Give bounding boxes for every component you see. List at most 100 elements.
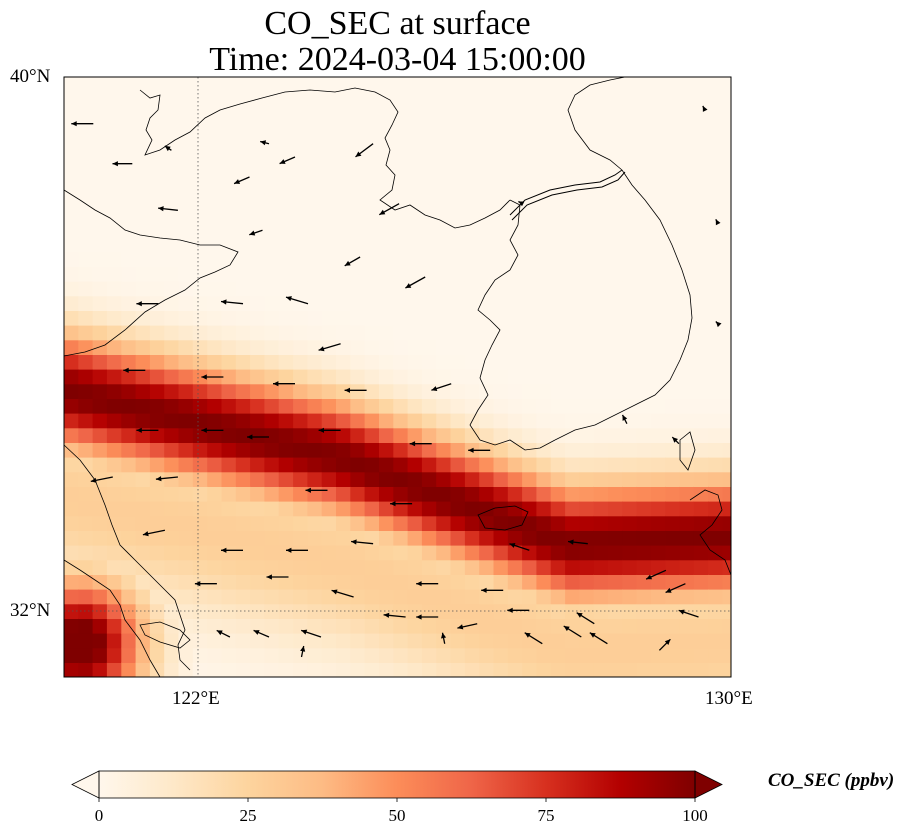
- field-cell: [722, 134, 731, 150]
- field-cell: [164, 486, 180, 502]
- field-cell: [336, 163, 351, 179]
- field-cell: [149, 618, 165, 634]
- field-cell: [164, 325, 180, 341]
- field-cell: [293, 295, 308, 311]
- field-cell: [622, 281, 638, 297]
- field-cell: [293, 354, 308, 370]
- field-cell: [665, 398, 681, 414]
- field-cell: [379, 310, 394, 326]
- field-cell: [407, 662, 423, 677]
- field-cell: [507, 471, 523, 487]
- field-cell: [78, 134, 94, 150]
- field-cell: [651, 222, 666, 238]
- field-cell: [436, 237, 452, 253]
- field-cell: [149, 281, 165, 297]
- field-cell: [679, 295, 695, 311]
- field-cell: [565, 515, 580, 531]
- field-cell: [278, 662, 294, 677]
- field-cell: [407, 501, 423, 517]
- field-cell: [192, 413, 208, 429]
- field-cell: [92, 501, 108, 517]
- field-cell: [135, 369, 151, 385]
- field-cell: [722, 295, 731, 311]
- field-cell: [722, 413, 731, 429]
- field-cell: [479, 413, 495, 429]
- field-cell: [379, 457, 394, 473]
- field-cell: [421, 545, 437, 561]
- field-cell: [221, 310, 237, 326]
- field-cell: [479, 457, 495, 473]
- field-cell: [665, 618, 681, 634]
- field-cell: [121, 471, 137, 487]
- field-cell: [221, 149, 237, 165]
- field-cell: [693, 251, 709, 267]
- field-cell: [722, 559, 731, 575]
- wind-vector: [136, 301, 159, 307]
- field-cell: [393, 530, 409, 546]
- field-cell: [393, 662, 409, 677]
- field-cell: [321, 325, 337, 341]
- field-cell: [636, 501, 652, 517]
- field-cell: [565, 398, 580, 414]
- field-cell: [321, 193, 337, 209]
- field-cell: [522, 149, 537, 165]
- field-cell: [178, 457, 194, 473]
- field-cell: [106, 457, 122, 473]
- field-cell: [651, 618, 666, 634]
- field-cell: [608, 647, 623, 663]
- field-cell: [149, 134, 165, 150]
- field-cell: [379, 589, 394, 605]
- field-cell: [336, 442, 351, 458]
- field-cell: [593, 559, 609, 575]
- wind-vector: [344, 387, 367, 393]
- field-cell: [78, 149, 94, 165]
- field-cell: [693, 515, 709, 531]
- field-cell: [565, 647, 580, 663]
- field-cell: [522, 369, 537, 385]
- field-cell: [565, 134, 580, 150]
- field-cell: [450, 325, 466, 341]
- field-cell: [665, 589, 681, 605]
- field-cell: [608, 442, 623, 458]
- field-cell: [221, 501, 237, 517]
- field-cell: [321, 545, 337, 561]
- field-cell: [421, 178, 437, 194]
- field-cell: [665, 163, 681, 179]
- field-cell: [278, 134, 294, 150]
- field-cell: [164, 354, 180, 370]
- field-cell: [479, 90, 495, 106]
- field-cell: [264, 119, 280, 135]
- field-cell: [250, 413, 265, 429]
- wind-vector: [715, 321, 722, 328]
- field-cell: [665, 222, 681, 238]
- field-cell: [78, 178, 94, 194]
- field-cell: [364, 90, 380, 106]
- colorbar-tick-75: 75: [537, 806, 555, 825]
- field-cell: [608, 90, 623, 106]
- field-cell: [106, 369, 122, 385]
- field-cell: [350, 134, 366, 150]
- wind-vector: [518, 200, 525, 207]
- field-cell: [221, 207, 237, 223]
- field-cell: [78, 237, 94, 253]
- field-cell: [92, 354, 108, 370]
- field-cell: [421, 251, 437, 267]
- field-cell: [608, 134, 623, 150]
- field-cell: [636, 354, 652, 370]
- field-cell: [550, 193, 566, 209]
- field-cell: [379, 105, 394, 121]
- field-cell: [522, 647, 537, 663]
- field-cell: [78, 207, 94, 223]
- field-cell: [565, 486, 580, 502]
- field-cell: [464, 237, 480, 253]
- field-cell: [608, 325, 623, 341]
- field-cell: [579, 398, 595, 414]
- field-cell: [321, 383, 337, 399]
- field-cell: [522, 295, 537, 311]
- field-cell: [708, 193, 724, 209]
- field-cell: [250, 618, 265, 634]
- field-cell: [393, 647, 409, 663]
- field-cell: [379, 413, 394, 429]
- field-cell: [192, 662, 208, 677]
- field-cell: [550, 222, 566, 238]
